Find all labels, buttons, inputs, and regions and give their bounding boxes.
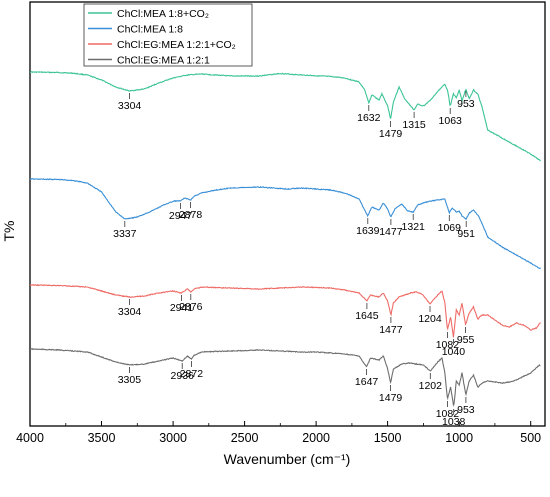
x-tick-label: 3500: [88, 431, 116, 445]
peak-label: 1477: [379, 226, 403, 238]
peak-label: 1069: [438, 222, 462, 234]
peak-label: 953: [457, 98, 475, 110]
peak-label: 2936: [171, 370, 195, 382]
x-tick-label: 1500: [374, 431, 402, 445]
peak-label: 1204: [418, 313, 442, 325]
peak-label: 953: [457, 404, 475, 416]
legend-label: ChCl:MEA 1:8: [117, 24, 183, 36]
x-tick-label: 2500: [231, 431, 259, 445]
peak-label: 3337: [113, 228, 137, 240]
peak-label: 1477: [379, 324, 403, 336]
legend-label: ChCl:EG:MEA 1:2:1+CO₂: [117, 39, 236, 51]
peak-label: 3304: [118, 306, 142, 318]
legend: ChCl:MEA 1:8+CO₂ ChCl:MEA 1:8 ChCl:EG:MEA …: [83, 3, 253, 67]
peak-label: 3305: [118, 374, 142, 386]
x-axis-label: Wavenumber (cm⁻¹): [224, 451, 351, 467]
peak-label: 2876: [179, 301, 203, 313]
peak-label: 1647: [355, 376, 379, 388]
peak-label: 1479: [379, 392, 403, 404]
peak-label: 2872: [180, 368, 204, 380]
x-tick-label: 3000: [159, 431, 187, 445]
peak-label: 2947: [169, 210, 193, 222]
peak-label: 1038: [442, 416, 466, 428]
peak-label: 1315: [402, 119, 426, 131]
peak-label: 1632: [357, 112, 381, 124]
x-tick-label: 1000: [445, 431, 473, 445]
x-tick-label: 2000: [302, 431, 330, 445]
x-tick-label: 500: [520, 431, 541, 445]
legend-box: [83, 3, 253, 67]
peak-label: 2941: [170, 302, 194, 314]
peak-label: 2878: [179, 209, 203, 221]
peak-label: 1479: [379, 128, 403, 140]
peak-label: 1040: [442, 346, 466, 358]
peak-label: 1202: [419, 380, 443, 392]
legend-label: ChCl:MEA 1:8+CO₂: [117, 8, 209, 20]
x-axis: 4000 3500 3000 2500 2000 1500 1000 500: [16, 421, 541, 445]
peak-label: 951: [457, 228, 475, 240]
legend-label: ChCl:EG:MEA 1:2:1: [117, 55, 210, 67]
series-line-3: [29, 283, 541, 338]
peak-label: 955: [457, 334, 475, 346]
series-layer: [29, 71, 541, 407]
series-line-2: [29, 178, 541, 270]
peak-label: 1321: [402, 221, 426, 233]
plot-frame: [29, 1, 546, 427]
series-line-1: [30, 71, 541, 162]
series-line-4: [30, 347, 541, 407]
peak-label: 3304: [118, 100, 142, 112]
y-axis-label: T%: [1, 221, 17, 242]
peak-label: 1639: [356, 225, 380, 237]
peak-label: 1063: [439, 115, 463, 127]
peak-label: 1645: [355, 310, 379, 322]
x-tick-label: 4000: [16, 431, 44, 445]
